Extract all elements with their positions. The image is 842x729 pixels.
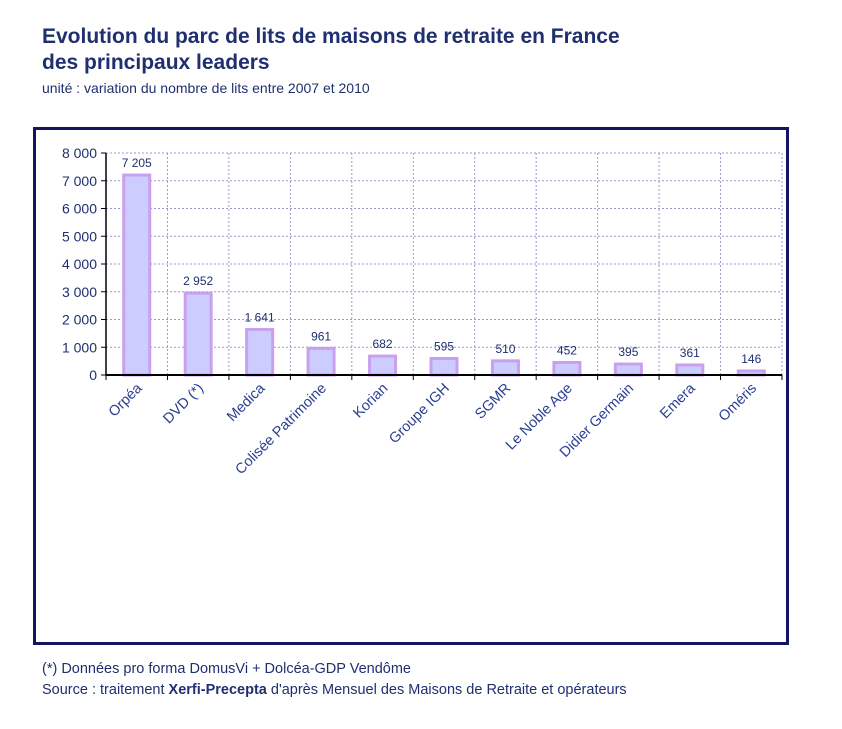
title-line-1: Evolution du parc de lits de maisons de …	[42, 25, 620, 48]
category-label: Orpéa	[106, 380, 146, 420]
bar	[183, 291, 213, 377]
y-tick-label: 2 000	[62, 312, 97, 328]
data-label: 452	[557, 343, 577, 357]
chart-subtitle: unité : variation du nombre de lits entr…	[42, 80, 370, 96]
title-line-2: des principaux leaders	[42, 51, 270, 74]
chart-title: Evolution du parc de lits de maisons de …	[42, 24, 620, 76]
data-label: 961	[311, 329, 331, 343]
category-label: SGMR	[472, 381, 514, 423]
bar	[306, 346, 336, 377]
data-label: 510	[495, 342, 515, 356]
chart-footnote: (*) Données pro forma DomusVi + Dolcéa-G…	[42, 659, 627, 701]
footnote-note: (*) Données pro forma DomusVi + Dolcéa-G…	[42, 661, 411, 677]
category-label: DVD (*)	[160, 381, 207, 428]
data-label: 395	[618, 345, 638, 359]
bar	[613, 362, 643, 377]
y-tick-label: 5 000	[62, 228, 97, 244]
data-label: 595	[434, 339, 454, 353]
y-tick-label: 8 000	[62, 145, 97, 161]
category-label: Korian	[350, 381, 391, 422]
bar	[490, 359, 520, 377]
data-label: 146	[741, 352, 761, 366]
source-brand: Xerfi-Precepta	[168, 682, 267, 698]
category-label: Groupe IGH	[386, 381, 453, 448]
footnote-source: Source : traitement Xerfi-Precepta d'apr…	[42, 680, 627, 701]
bar	[675, 363, 705, 377]
data-label: 1 641	[245, 310, 275, 324]
y-tick-label: 1 000	[62, 339, 97, 355]
y-tick-label: 4 000	[62, 256, 97, 272]
bar	[122, 173, 152, 377]
category-label: Oméris	[716, 381, 760, 425]
y-tick-label: 0	[89, 367, 97, 383]
data-label: 682	[373, 337, 393, 351]
category-label: Medica	[224, 380, 269, 425]
source-suffix: d'après Mensuel des Maisons de Retraite …	[266, 682, 627, 698]
bar	[368, 354, 398, 377]
data-label: 361	[680, 346, 700, 360]
y-tick-label: 7 000	[62, 173, 97, 189]
bar	[245, 327, 275, 377]
data-label: 2 952	[183, 274, 213, 288]
chart-frame	[33, 127, 789, 645]
y-tick-label: 3 000	[62, 284, 97, 300]
source-prefix: Source : traitement	[42, 682, 169, 698]
bar	[429, 356, 459, 377]
bar	[552, 360, 582, 377]
data-label: 7 205	[122, 156, 152, 170]
y-tick-label: 6 000	[62, 201, 97, 217]
category-label: Emera	[657, 380, 699, 422]
